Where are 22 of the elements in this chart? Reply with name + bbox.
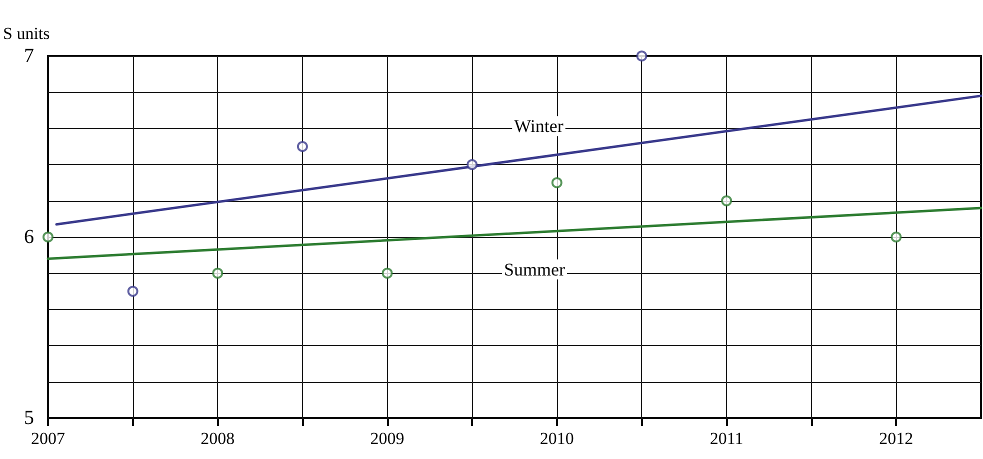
point [721,195,732,206]
x-tick-label: 2012 [879,429,914,448]
point [890,232,902,242]
x-tick-label: 2009 [370,429,404,448]
point [127,286,138,297]
x-tick-label: 2010 [540,429,574,448]
x-tick-label: 2008 [200,429,235,448]
y-axis-title: S units [3,24,50,43]
point [382,268,393,279]
y-tick-label: 6 [24,226,34,248]
point [42,232,54,242]
y-tick-label: 5 [24,407,34,429]
x-tick-label: 2011 [710,429,744,448]
series-label: Summer [504,259,565,280]
point [636,50,648,62]
y-tick-label: 7 [24,45,34,67]
x-tick-label: 2007 [31,429,66,448]
point [212,268,224,279]
series-label: Winter [514,116,564,136]
point [551,177,562,188]
point [466,159,478,170]
point [296,141,308,152]
